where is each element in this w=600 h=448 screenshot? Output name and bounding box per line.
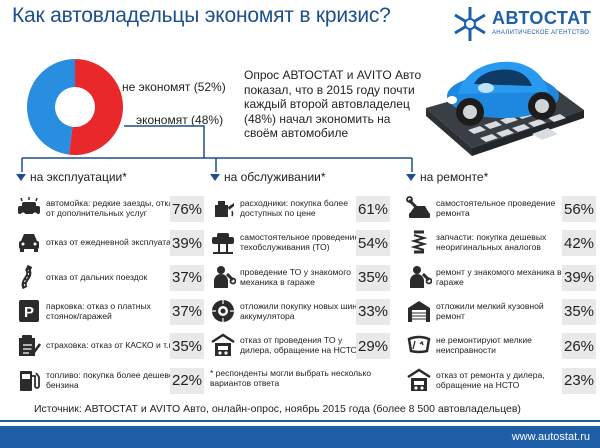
saving-row: отказ от проведения ТО у дилера, обращен… xyxy=(210,330,392,364)
saving-row-text: ремонт у знакомого механика в гараже xyxy=(436,266,562,287)
pie-slice-0 xyxy=(68,59,123,155)
saving-row-text: автомойка: редкие заезды, отказ от допол… xyxy=(46,198,178,218)
saving-row-percent: 37% xyxy=(170,264,204,291)
saving-row-percent: 33% xyxy=(356,298,390,325)
saving-row: страховка: отказ от КАСКО и т.п. 35% xyxy=(16,330,206,364)
footer-url[interactable]: www.autostat.ru xyxy=(511,431,590,443)
parking-icon: P xyxy=(16,298,42,324)
saving-row-text: отказ от ремонта у дилера, обращение на … xyxy=(436,369,545,390)
pie-chart xyxy=(26,58,124,156)
fuel-icon xyxy=(16,367,42,393)
saving-row-text: отказ от проведения ТО у дилера, обращен… xyxy=(240,335,358,356)
saving-row-percent: 29% xyxy=(356,333,390,360)
arrow-down-icon xyxy=(16,174,26,182)
saving-row-text: расходники: покупка более доступных по ц… xyxy=(240,198,348,218)
saving-row: ремонт у знакомого механика в гараже 39% xyxy=(406,262,598,296)
tire-icon xyxy=(210,298,236,324)
logo-snowflake-icon xyxy=(454,7,486,41)
logo-name: АВТОСТАТ xyxy=(492,8,592,28)
saving-row: не ремонтируют мелкие неисправности 26% xyxy=(406,330,598,364)
saving-row-percent: 35% xyxy=(356,264,390,291)
mechanic-icon xyxy=(406,264,433,290)
saving-row: топливо: покупка более дешевого бензина 2… xyxy=(16,365,206,399)
footer-bar: www.autostat.ru xyxy=(0,426,600,448)
saving-row-percent: 42% xyxy=(562,230,596,257)
saving-row-text: отложили покупку новых шин/аккумулятора xyxy=(240,300,360,321)
car-front-icon xyxy=(16,229,42,255)
footer-divider xyxy=(0,420,600,422)
autostat-logo: АВТОСТАТ АНАЛИТИЧЕСКОЕ АГЕНТСТВО xyxy=(452,2,592,46)
arrow-down-icon xyxy=(406,174,416,182)
column-heading-repair: на ремонте* xyxy=(406,170,488,184)
saving-row-percent: 54% xyxy=(356,230,390,257)
saving-row-percent: 35% xyxy=(562,298,596,325)
saving-row: отказ от ежедневной эксплуатации 39% xyxy=(16,227,206,261)
pie-label-saving: экономят (48%) xyxy=(136,113,224,127)
saving-row: запчасти: покупка дешевых неоригинальных… xyxy=(406,227,598,261)
saving-row-percent: 26% xyxy=(562,333,596,360)
saving-row: расходники: покупка более доступных по ц… xyxy=(210,193,392,227)
saving-row: отказ от дальних поездок 37% xyxy=(16,262,206,296)
saving-row: проведение ТО у знакомого механика в гар… xyxy=(210,262,392,296)
car-wash-icon xyxy=(16,195,42,221)
saving-row: отказ от ремонта у дилера, обращение на … xyxy=(406,365,598,399)
saving-row-text: отложили мелкий кузовной ремонт xyxy=(436,300,544,321)
car-lift-icon xyxy=(210,229,236,255)
saving-row-text: не ремонтируют мелкие неисправности xyxy=(436,335,532,356)
saving-row-text: самостоятельное проведение ремонта xyxy=(436,198,556,218)
insurance-icon xyxy=(16,332,42,358)
logo-subtitle: АНАЛИТИЧЕСКОЕ АГЕНТСТВО xyxy=(492,30,590,36)
saving-row-percent: 39% xyxy=(170,230,204,257)
saving-row: самостоятельное проведение ремонта 56% xyxy=(406,193,598,227)
saving-row-text: самостоятельное проведение техобслуживан… xyxy=(240,232,360,253)
saving-row-text: парковка: отказ о платных стоянок/гараже… xyxy=(46,300,151,321)
arrow-down-icon xyxy=(210,174,220,182)
road-icon xyxy=(16,264,42,290)
saving-row-percent: 37% xyxy=(170,298,204,325)
car-calculator-illustration xyxy=(426,61,584,156)
service-station-icon xyxy=(406,367,432,393)
pie-label-not-saving: не экономят (52%) xyxy=(122,80,226,94)
pie-slice-1 xyxy=(26,59,75,155)
windshield-icon xyxy=(406,332,432,358)
column-heading-operation: на эксплуатации* xyxy=(16,170,127,184)
saving-row-percent: 61% xyxy=(356,196,390,222)
saving-row-text: отказ от ежедневной эксплуатации xyxy=(46,237,186,248)
saving-row: самостоятельное проведение техобслуживан… xyxy=(210,227,392,261)
saving-row-text: проведение ТО у знакомого механика в гар… xyxy=(240,266,351,287)
page-title: Как автовладельцы экономят в кризис? xyxy=(12,4,391,27)
source-text: Источник: АВТОСТАТ и AVITO Авто, онлайн-… xyxy=(34,403,521,415)
saving-row-text: страховка: отказ от КАСКО и т.п. xyxy=(46,340,176,351)
footnote: * респонденты могли выбрать несколько ва… xyxy=(210,368,372,388)
saving-row-text: топливо: покупка более дешевого бензина xyxy=(46,369,182,390)
saving-row-percent: 35% xyxy=(170,333,204,360)
service-station-icon xyxy=(210,332,236,358)
svg-text:P: P xyxy=(24,304,34,321)
saving-row: отложили мелкий кузовной ремонт 35% xyxy=(406,296,598,330)
saving-row-text: отказ от дальних поездок xyxy=(46,271,148,282)
survey-summary: Опрос АВТОСТАТ и AVITO Авто показал, что… xyxy=(244,68,422,140)
saving-row-text: запчасти: покупка дешевых неоригинальных… xyxy=(436,232,547,253)
saving-row-percent: 76% xyxy=(170,196,204,222)
saving-row: автомойка: редкие заезды, отказ от допол… xyxy=(16,193,206,227)
garage-icon xyxy=(406,298,432,324)
saving-row-percent: 56% xyxy=(562,196,596,222)
mechanic-icon xyxy=(210,264,237,290)
repair-icon xyxy=(406,195,432,221)
spring-icon xyxy=(406,229,432,255)
oil-can-icon xyxy=(210,195,236,221)
saving-row-percent: 23% xyxy=(562,367,596,394)
column-heading-maintenance: на обслуживании* xyxy=(210,170,326,184)
saving-row-percent: 22% xyxy=(170,367,204,394)
saving-row: отложили покупку новых шин/аккумулятора 3… xyxy=(210,296,392,330)
saving-row-percent: 39% xyxy=(562,264,596,291)
